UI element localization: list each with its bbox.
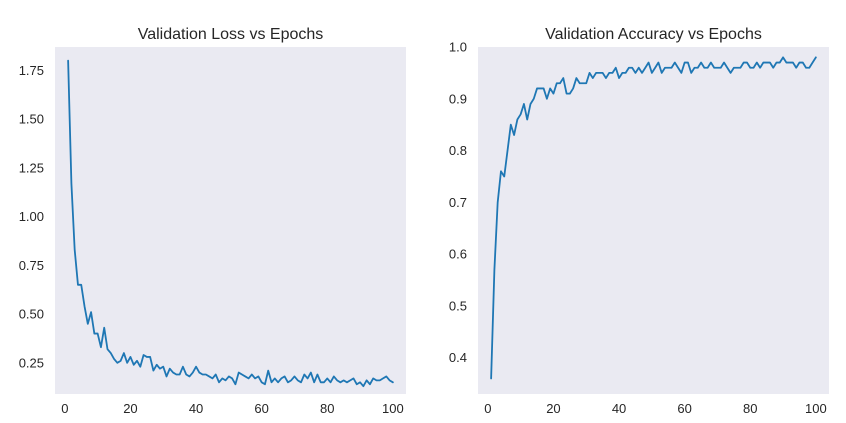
loss-x-tick-label: 60 <box>254 401 268 416</box>
accuracy-x-tick-label: 0 <box>484 401 491 416</box>
loss-x-tick-label: 100 <box>382 401 404 416</box>
loss-marks: 0 20 40 60 80 100 0.25 0.50 0.75 1.00 1.25 1.50 1.75 <box>19 59 404 416</box>
loss-series-line <box>67 59 394 388</box>
loss-chart: Validation Loss vs Epochs 0 20 40 60 80 100 0.… <box>19 26 406 416</box>
loss-y-tick-label: 0.50 <box>19 307 44 322</box>
accuracy-y-tick-label: 0.4 <box>449 350 467 365</box>
loss-chart-title: Validation Loss vs Epochs <box>138 26 324 43</box>
loss-y-tick-label: 0.75 <box>19 258 44 273</box>
accuracy-y-tick-label: 1.0 <box>449 40 467 55</box>
loss-x-tick-label: 0 <box>61 401 68 416</box>
accuracy-x-tick-label: 60 <box>677 401 691 416</box>
loss-x-tick-label: 20 <box>123 401 137 416</box>
accuracy-y-tick-label: 0.8 <box>449 143 467 158</box>
accuracy-y-tick-label: 0.6 <box>449 247 467 262</box>
accuracy-x-tick-label: 80 <box>743 401 757 416</box>
accuracy-y-tick-label: 0.5 <box>449 298 467 313</box>
loss-y-tick-label: 1.25 <box>19 160 44 175</box>
loss-x-tick-label: 40 <box>189 401 203 416</box>
accuracy-chart-title: Validation Accuracy vs Epochs <box>545 26 762 43</box>
accuracy-chart: Validation Accuracy vs Epochs 0 20 40 60 80 1… <box>449 26 829 416</box>
accuracy-x-tick-label: 100 <box>805 401 827 416</box>
loss-y-tick-label: 1.50 <box>19 112 44 127</box>
accuracy-plot-area <box>478 47 829 394</box>
accuracy-y-tick-label: 0.7 <box>449 195 467 210</box>
accuracy-marks: 0 20 40 60 80 100 0.4 0.5 0.6 0.7 0.8 0.9 1.0 <box>449 40 827 417</box>
accuracy-y-tick-label: 0.9 <box>449 91 467 106</box>
accuracy-x-tick-label: 20 <box>546 401 560 416</box>
loss-y-tick-label: 0.25 <box>19 355 44 370</box>
loss-plot-area <box>55 47 406 394</box>
loss-x-tick-label: 80 <box>320 401 334 416</box>
accuracy-x-tick-label: 40 <box>612 401 626 416</box>
loss-y-tick-label: 1.00 <box>19 209 44 224</box>
loss-y-tick-label: 1.75 <box>19 63 44 78</box>
accuracy-series-line <box>490 56 817 380</box>
